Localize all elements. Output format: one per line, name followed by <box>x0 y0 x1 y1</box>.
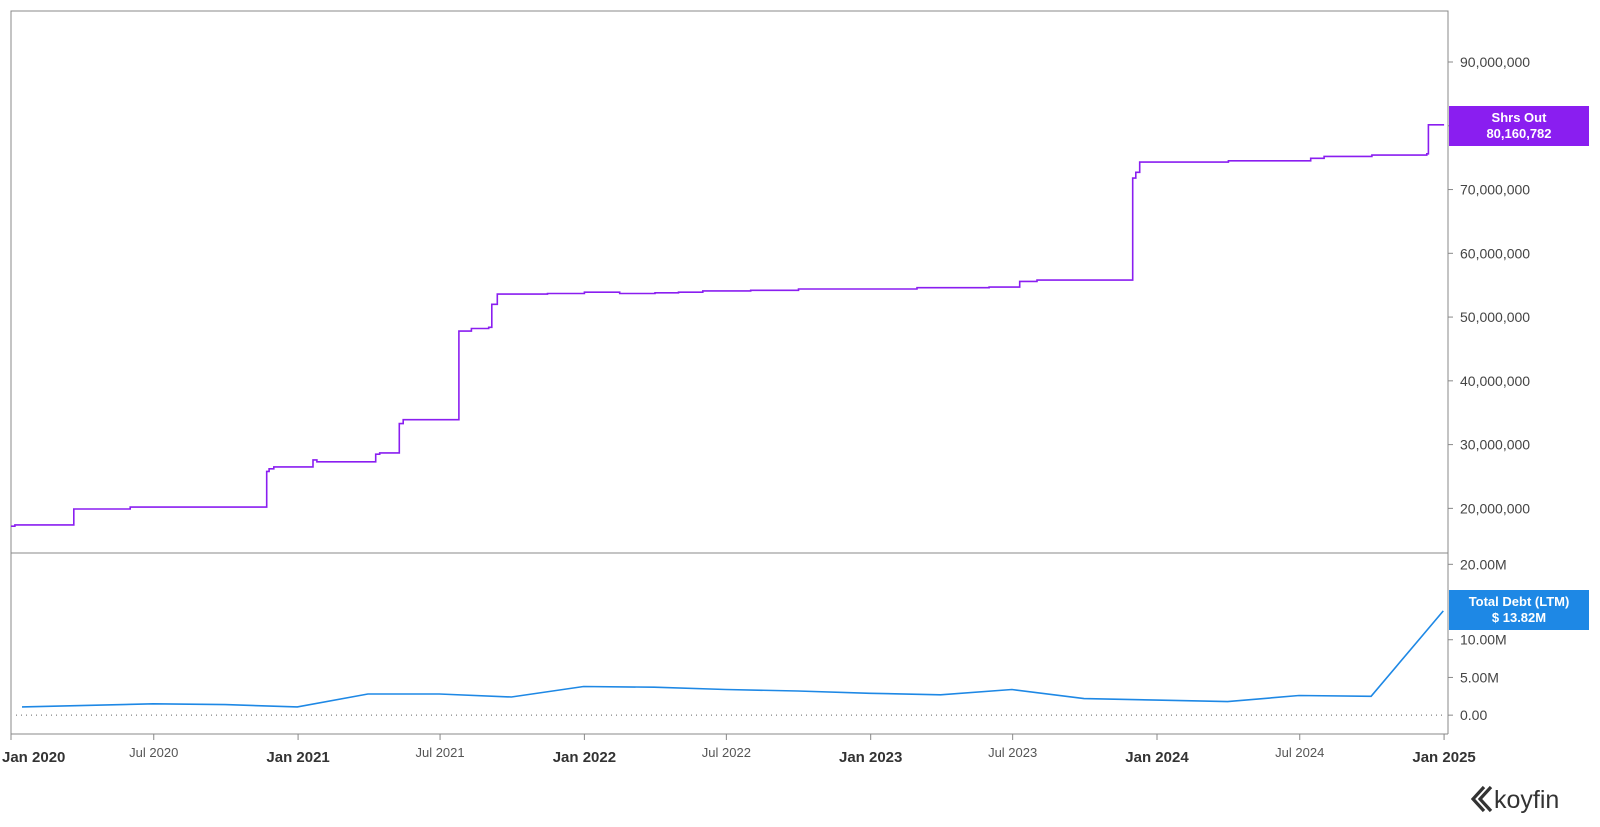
debt-y-tick-label: 5.00M <box>1460 669 1499 685</box>
x-tick-label: Jul 2024 <box>1275 745 1324 760</box>
debt-tag-box <box>1449 590 1589 630</box>
koyfin-logo-text: koyfin <box>1494 786 1559 814</box>
x-tick-label: Jan 2021 <box>266 749 329 766</box>
bottom-y-axis: 0.00 5.00M 10.00M 20.00M <box>16 556 1507 723</box>
debt-y-tick-label: 0.00 <box>1460 707 1487 723</box>
debt-tag-value: $ 13.82M <box>1492 610 1546 625</box>
top-panel: 20,000,000 30,000,000 40,000,000 50,000,000… <box>10 10 1589 554</box>
x-tick-label: Jan 2023 <box>839 749 902 766</box>
x-tick-label: Jul 2020 <box>129 745 178 760</box>
shares-y-tick-label: 40,000,000 <box>1460 373 1530 389</box>
shares-outstanding-series <box>11 124 1445 527</box>
shares-y-tick-label: 50,000,000 <box>1460 309 1530 325</box>
x-tick-label: Jul 2023 <box>988 745 1037 760</box>
x-tick-label: Jul 2022 <box>702 745 751 760</box>
shares-tag-box <box>1449 106 1589 146</box>
debt-tag-label: Total Debt (LTM) <box>1469 594 1570 609</box>
total-debt-tag: Total Debt (LTM)$ 13.82M <box>1449 590 1589 630</box>
shares-tag-value: 80,160,782 <box>1486 126 1551 141</box>
shares-y-tick-label: 30,000,000 <box>1460 437 1530 453</box>
bottom-panel: 0.00 5.00M 10.00M 20.00M Total Debt (LTM)$ … <box>10 553 1589 734</box>
total-debt-series <box>21 610 1444 708</box>
shares-y-tick-label: 90,000,000 <box>1460 54 1530 70</box>
debt-y-tick-label: 10.00M <box>1460 632 1507 648</box>
x-axis: Jan 2020 Jul 2020 Jan 2021 Jul 2021 Jan 2022… <box>2 733 1476 766</box>
debt-series-line <box>21 610 1444 708</box>
x-tick-label: Jan 2024 <box>1125 749 1189 766</box>
koyfin-chevron-icon <box>1470 785 1493 813</box>
x-tick-label: Jan 2020 <box>2 749 65 766</box>
shares-series-line <box>11 124 1445 527</box>
top-panel-frame <box>10 10 1449 554</box>
x-tick-label: Jan 2025 <box>1412 749 1475 766</box>
shares-tag-label: Shrs Out <box>1492 110 1548 125</box>
debt-y-tick-label: 20.00M <box>1460 556 1507 572</box>
shares-y-tick-label: 20,000,000 <box>1460 500 1530 516</box>
koyfin-logo: koyfin <box>1470 785 1559 814</box>
shares-y-tick-label: 60,000,000 <box>1460 245 1530 261</box>
shares-y-tick-label: 70,000,000 <box>1460 182 1530 198</box>
x-tick-label: Jan 2022 <box>553 749 616 766</box>
x-tick-label: Jul 2021 <box>415 745 464 760</box>
